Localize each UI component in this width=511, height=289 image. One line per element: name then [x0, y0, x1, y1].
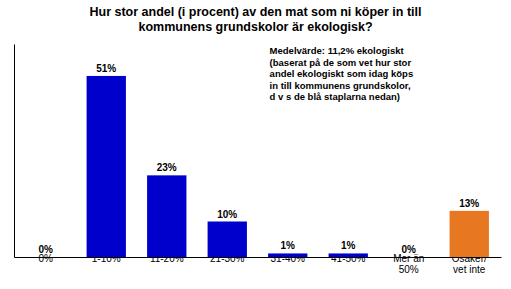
bar [268, 253, 307, 257]
x-tick: Mer än50% [393, 253, 424, 275]
text-line: (baserat på de som vet hur stor [270, 57, 412, 68]
data-label: 10% [217, 209, 237, 220]
text-line: 50% [399, 264, 419, 275]
text-line: kommunens grundskolor är ekologisk? [138, 20, 372, 34]
bar [450, 211, 489, 257]
title: Hur stor andel (i procent) av den mat so… [90, 5, 422, 34]
data-label: 0% [402, 244, 417, 255]
bar [87, 76, 126, 257]
x-axis-line [15, 257, 502, 258]
text-line: Medelvärde: 11,2% ekologiskt [270, 45, 405, 56]
data-label: 13% [459, 198, 479, 209]
y-axis-line [14, 45, 15, 258]
text-line: Hur stor andel (i procent) av den mat so… [90, 5, 422, 19]
annotation: Medelvärde: 11,2% ekologiskt(baserat på … [270, 45, 414, 102]
data-label: 23% [157, 162, 177, 173]
chart: Hur stor andel (i procent) av den mat so… [0, 0, 511, 289]
x-tick-label: Mer än50% [393, 253, 424, 275]
bar [208, 222, 247, 258]
data-label: 51% [96, 63, 116, 74]
y-axis [14, 45, 15, 258]
bar [147, 175, 186, 257]
bar [329, 253, 368, 257]
plot: 0%1-10%11-20%21-30%31-40%41-50%Mer än50%… [15, 45, 502, 276]
text-line: andel ekologiskt som idag köps [270, 68, 414, 79]
bar [389, 257, 428, 258]
data-label: 0% [39, 244, 54, 255]
text-line: in till kommunens grundskolor, [270, 80, 411, 91]
text-line: vet inte [453, 264, 486, 275]
data-label: 1% [341, 240, 356, 251]
data-labels: 0% 51% 23% 10% 1% 1% 0% 13% [39, 63, 480, 255]
bar [26, 257, 65, 258]
text-line: d v s de blå staplarna nedan) [270, 91, 400, 102]
data-label: 1% [281, 240, 296, 251]
bars [87, 76, 489, 257]
